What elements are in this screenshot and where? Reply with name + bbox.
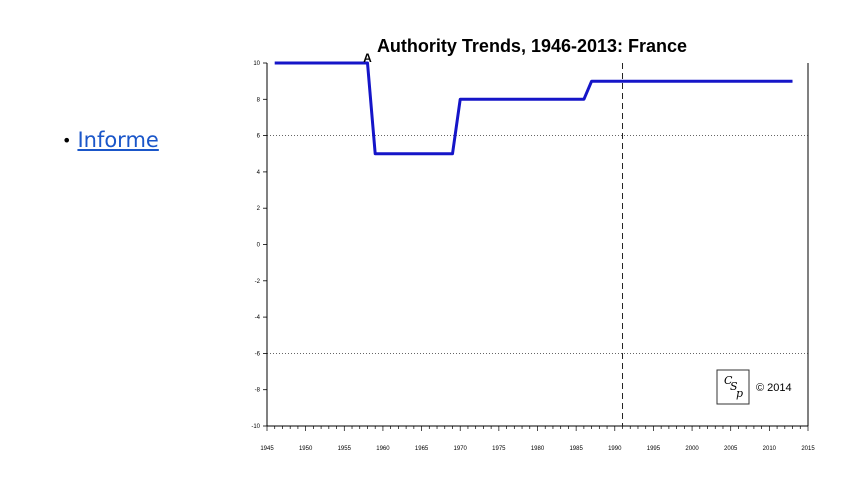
y-tick-label: 6 — [257, 134, 261, 140]
csp-logo-text: p — [736, 387, 743, 400]
csp-logo-box — [716, 369, 750, 405]
y-tick-label: 2 — [257, 206, 261, 212]
copyright-text: © 2014 — [756, 382, 792, 394]
x-tick-label: 1960 — [376, 446, 390, 452]
x-tick-label: 2015 — [801, 446, 815, 452]
series-line-1 — [274, 61, 793, 156]
x-tick-label: 1995 — [647, 446, 661, 452]
y-tick-label: 0 — [257, 243, 261, 249]
y-tick-label: 10 — [253, 61, 260, 67]
chart-title: Authority Trends, 1946-2013: France — [377, 36, 687, 56]
x-tick-label: 1990 — [608, 446, 622, 452]
bullet-item: • Informe — [62, 128, 159, 152]
x-tick-label: 2010 — [763, 446, 777, 452]
y-tick-label: -10 — [251, 424, 260, 430]
x-tick-label: 1955 — [338, 446, 352, 452]
y-tick-label: -6 — [255, 351, 261, 357]
annotation-label: A — [363, 51, 372, 65]
y-tick-label: -8 — [255, 388, 261, 394]
authority-trends-chart: Authority Trends, 1946-2013: France -10-… — [251, 36, 815, 452]
x-tick-label: 1985 — [569, 446, 583, 452]
bullet-marker: • — [62, 130, 72, 150]
informe-link[interactable]: Informe — [77, 128, 159, 152]
x-tick-label: 2005 — [724, 446, 738, 452]
y-tick-label: 8 — [257, 97, 261, 103]
x-tick-label: 1965 — [415, 446, 429, 452]
y-tick-label: -4 — [255, 315, 261, 321]
csp-logo-text: S — [730, 380, 738, 393]
x-tick-label: 1970 — [454, 446, 468, 452]
csp-logo-text: C — [724, 374, 733, 387]
x-tick-label: 2000 — [685, 446, 699, 452]
x-tick-label: 1975 — [492, 446, 506, 452]
y-tick-label: 4 — [257, 170, 261, 176]
y-tick-label: -2 — [255, 279, 261, 285]
plot-area: -10 -8 -6 -4 -2 0 2 4 6 8 10 1945 1950 1955 1960 1965 19… — [251, 51, 815, 452]
x-tick-label: 1980 — [531, 446, 545, 452]
x-tick-label: 1945 — [260, 446, 274, 452]
x-tick-label: 1950 — [299, 446, 313, 452]
